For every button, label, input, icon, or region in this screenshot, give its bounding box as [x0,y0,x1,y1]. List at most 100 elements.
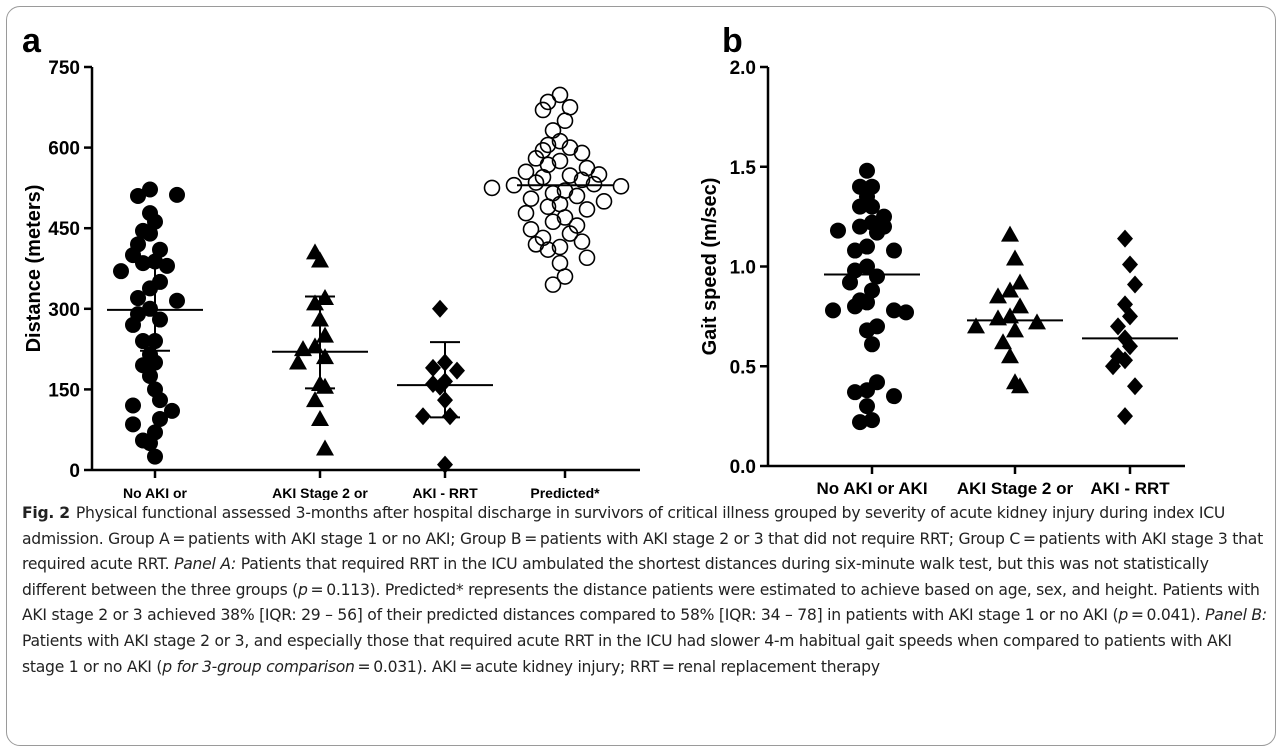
data-point [1011,377,1029,394]
data-point [551,86,569,104]
data-point [989,309,1007,326]
caption-text: p [298,580,308,599]
data-point [1001,281,1019,298]
data-point [842,274,858,291]
data-point [595,193,613,210]
caption-text: p [1118,606,1128,625]
data-point [522,190,540,207]
data-point [1122,337,1138,356]
panel-label: a [22,22,42,60]
data-point [573,233,591,250]
x-tick-label: AKI - RRT [412,485,478,500]
data-point [125,397,141,414]
data-point [539,136,557,154]
data-point [534,101,552,119]
x-tick-label-line: AKI Stage 2 or [957,479,1074,498]
data-point [527,174,545,191]
data-point [316,377,334,394]
figure-frame [6,6,1276,746]
data-point [847,242,863,259]
data-point [573,171,591,189]
data-point [886,242,902,259]
y-tick-label: 1.0 [730,258,756,279]
data-point [1011,297,1029,314]
data-point [125,316,141,333]
data-point [1127,275,1143,294]
panel-label: b [722,22,743,60]
data-point [886,388,902,405]
y-tick-label: 300 [48,300,80,321]
data-point [142,435,158,452]
data-point [539,241,557,258]
data-point [164,402,180,419]
caption-text: Patients with AKI stage 2 or 3, and espe… [22,631,1232,676]
caption-text: = 0.041). [1127,606,1206,625]
data-point [886,302,902,319]
x-tick-label-line: AKI - RRT [412,485,478,500]
data-point [306,391,324,408]
data-point [1001,225,1019,242]
data-point [585,175,603,193]
data-point [517,204,535,222]
data-point [1006,249,1024,266]
data-point [852,198,868,215]
data-point [847,298,863,315]
caption-text: Panel A: [174,555,237,574]
y-tick-label: 600 [48,139,80,160]
data-point [573,144,591,162]
data-point [1001,347,1019,364]
data-point [483,179,501,197]
data-point [859,398,875,415]
data-point [415,407,431,426]
data-point [539,198,557,216]
data-point [1117,351,1133,370]
data-point [825,302,841,319]
y-tick-label: 750 [48,58,80,79]
data-point [1110,317,1126,336]
data-point [556,112,574,130]
data-point [967,317,985,334]
data-point [1011,273,1029,290]
data-point [859,382,875,399]
data-point [125,416,141,433]
y-axis-label: Gait speed (m/sec) [699,178,721,356]
data-point [864,336,880,353]
data-point [142,225,158,242]
data-point [556,268,574,285]
data-point [289,353,307,370]
y-tick-label: 0 [69,461,80,482]
data-point [517,163,535,181]
data-point [869,224,885,241]
x-tick-label: AKI Stage 2 or3 (no RRT) [957,479,1074,500]
y-tick-label: 0.5 [730,357,757,378]
caption-text: Physical functional assessed 3-months af… [22,504,1263,574]
caption-text: = 0.031). AKI = acute kidney injury; RRT… [354,657,881,676]
charts: a 0 150 300 450 600 750 Distance (meters) No AKI… [22,22,1185,500]
data-point [425,358,441,377]
data-point [544,122,562,139]
data-point [859,322,875,339]
x-tick-label: AKI - RRT [1090,479,1170,498]
data-point [561,167,579,184]
data-point [152,392,168,409]
data-point [864,412,880,429]
data-point [1105,357,1121,376]
data-point [578,249,596,267]
data-point [830,222,846,239]
data-point [869,268,885,285]
data-point [898,304,914,321]
data-point [130,187,146,204]
data-point [859,294,875,311]
data-point [859,258,875,275]
y-tick-label: 450 [48,219,80,240]
data-point [612,177,630,195]
data-point [561,225,579,242]
data-point [135,333,151,350]
data-point [169,186,185,203]
data-point [578,201,596,218]
data-point [864,198,880,215]
y-tick-label: 150 [48,380,80,401]
